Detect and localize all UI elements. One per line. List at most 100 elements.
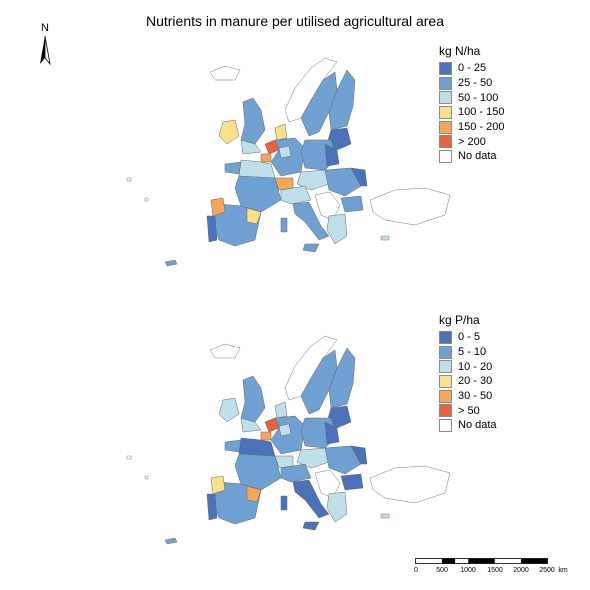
region-madeira xyxy=(144,475,149,480)
region-no-data-norway xyxy=(284,335,338,401)
region-azores xyxy=(126,455,132,460)
scale-bar-graphic xyxy=(415,558,548,564)
legend-label: > 200 xyxy=(458,135,486,148)
region-uk-south xyxy=(240,139,262,155)
legend-label: 50 - 100 xyxy=(458,91,499,104)
region-ireland xyxy=(218,119,240,145)
region-germany xyxy=(270,137,306,177)
region-cyprus xyxy=(380,513,390,519)
region-no-data-balkans xyxy=(314,191,341,221)
legend-item: 150 - 200 xyxy=(439,120,504,135)
north-arrow: N xyxy=(34,22,56,66)
scale-bar: 0 500 1000 1500 2000 2500 km xyxy=(414,558,590,580)
phosphorus-map-regions xyxy=(126,335,451,545)
legend-label: 10 - 20 xyxy=(458,360,493,373)
region-sicily xyxy=(302,521,320,531)
legend-label: 25 - 50 xyxy=(458,77,493,90)
legend-label: 150 - 200 xyxy=(458,121,505,134)
legend-label: > 50 xyxy=(458,404,480,417)
scale-tick: 2500 xyxy=(539,567,555,574)
north-letter: N xyxy=(41,22,49,34)
region-poland-east xyxy=(324,143,340,167)
legend-rows: 0 - 25 25 - 50 50 - 100 100 - 150 150 - … xyxy=(439,61,504,164)
legend-swatch xyxy=(439,120,452,134)
region-canaries xyxy=(164,259,178,267)
region-madeira xyxy=(144,197,149,202)
legend-item: 25 - 50 xyxy=(439,76,504,91)
legend-swatch xyxy=(439,418,452,432)
legend-item: > 50 xyxy=(439,403,497,418)
region-no-data-balkans xyxy=(314,469,341,499)
region-czech-austria xyxy=(296,169,330,191)
legend-label: 5 - 10 xyxy=(458,346,487,359)
region-italy-north xyxy=(280,185,312,205)
region-brittany xyxy=(224,161,242,175)
legend-swatch xyxy=(439,91,452,105)
region-greece xyxy=(326,491,348,523)
region-uk xyxy=(240,375,266,423)
region-ireland xyxy=(218,397,240,423)
legend-label: No data xyxy=(458,419,497,432)
scale-tick: 500 xyxy=(436,567,448,574)
region-greece xyxy=(326,213,348,245)
legend-label: 0 - 5 xyxy=(458,331,481,344)
region-czech-austria xyxy=(296,447,330,469)
legend-item: 50 - 100 xyxy=(439,90,504,105)
legend-swatch xyxy=(439,404,452,418)
region-sardinia xyxy=(280,217,288,233)
legend-item: 0 - 5 xyxy=(439,330,497,345)
region-romania-east xyxy=(350,445,368,465)
legend-label: 30 - 50 xyxy=(458,390,493,403)
legend-title: kg N/ha xyxy=(439,44,481,58)
region-denmark xyxy=(274,401,288,419)
legend-swatch xyxy=(439,105,452,119)
scale-tick: 1000 xyxy=(460,567,476,574)
legend-title: kg P/ha xyxy=(439,313,480,327)
region-italy xyxy=(292,479,330,519)
legend-label: 0 - 25 xyxy=(458,62,487,75)
region-bulgaria xyxy=(340,473,364,491)
legend-swatch xyxy=(439,61,452,75)
region-no-data-turkey xyxy=(369,187,451,226)
nitrogen-legend: kg N/ha 0 - 25 25 - 50 50 - 100 100 - 15… xyxy=(439,44,504,164)
region-denmark xyxy=(274,123,288,141)
legend-swatch xyxy=(439,360,452,374)
region-italy xyxy=(292,201,330,241)
region-italy-north xyxy=(280,463,312,483)
legend-swatch xyxy=(439,345,452,359)
legend-item: No data xyxy=(439,149,504,164)
region-poland-east xyxy=(324,421,340,445)
scale-tick: 2000 xyxy=(513,567,529,574)
phosphorus-legend: kg P/ha 0 - 5 5 - 10 10 - 20 20 - 30 30 … xyxy=(439,313,497,433)
region-canaries xyxy=(164,537,178,545)
region-spain-nw xyxy=(210,197,226,217)
region-portugal xyxy=(206,215,218,243)
region-no-data-iceland xyxy=(209,343,241,359)
legend-swatch xyxy=(439,389,452,403)
region-portugal xyxy=(206,493,218,521)
region-bulgaria xyxy=(340,195,364,213)
region-sardinia xyxy=(280,495,288,511)
legend-item: 100 - 150 xyxy=(439,105,504,120)
legend-label: No data xyxy=(458,150,497,163)
nitrogen-map-regions xyxy=(126,57,451,267)
scale-tick: 1500 xyxy=(487,567,503,574)
region-germany-nw xyxy=(278,145,292,159)
region-belgium xyxy=(260,153,272,163)
region-belgium xyxy=(260,431,272,441)
region-germany-nw xyxy=(278,423,292,437)
region-azores xyxy=(126,177,132,182)
region-finland xyxy=(328,69,356,131)
legend-swatch xyxy=(439,330,452,344)
legend-item: No data xyxy=(439,418,497,433)
region-spain-ne xyxy=(246,207,262,225)
legend-item: 5 - 10 xyxy=(439,345,497,360)
legend-swatch xyxy=(439,374,452,388)
region-romania-east xyxy=(350,167,368,187)
north-arrow-icon xyxy=(40,35,51,66)
legend-item: 20 - 30 xyxy=(439,374,497,389)
legend-label: 20 - 30 xyxy=(458,375,493,388)
region-spain-ne xyxy=(246,485,262,503)
legend-item: 30 - 50 xyxy=(439,389,497,404)
legend-rows: 0 - 5 5 - 10 10 - 20 20 - 30 30 - 50 > 5… xyxy=(439,330,497,433)
